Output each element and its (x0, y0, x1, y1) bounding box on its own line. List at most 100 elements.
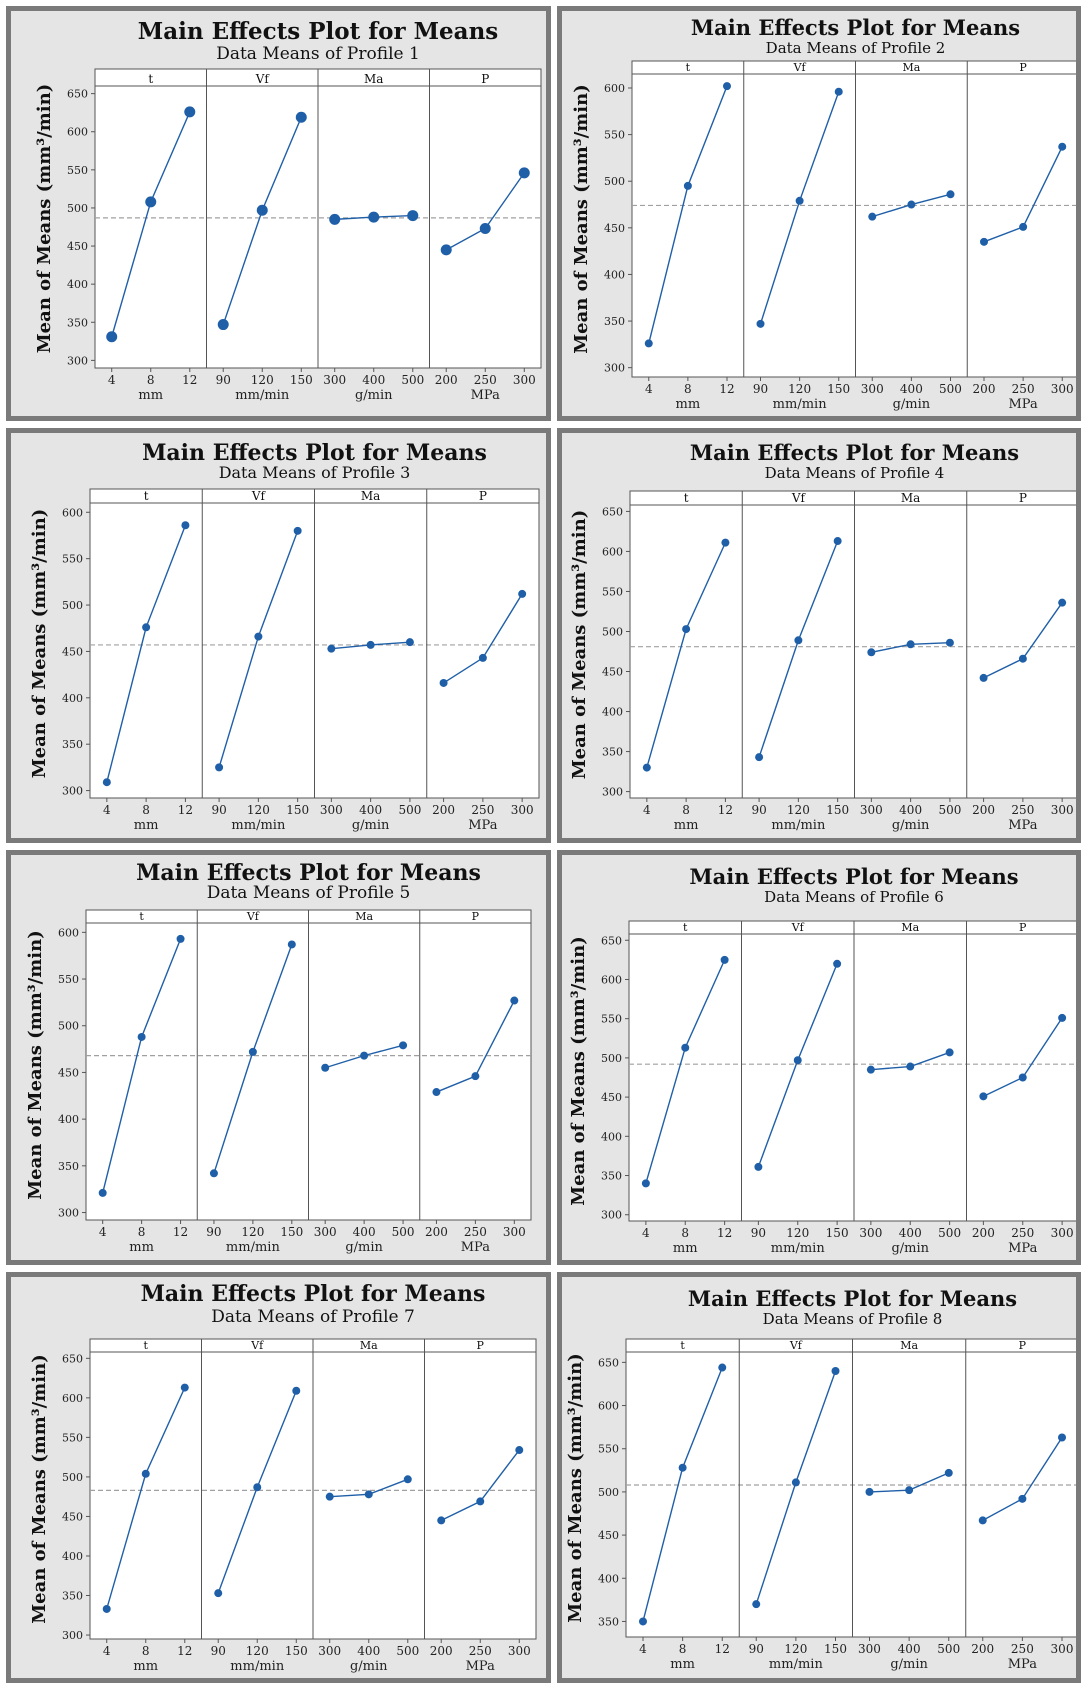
x-unit-label: mm (138, 388, 163, 403)
y-tick-label: 600 (58, 926, 79, 939)
x-tick-label: 4 (642, 1226, 650, 1240)
chart-panel-8: Main Effects Plot for Means Data Means of… (557, 1272, 1081, 1683)
y-tick-label: 450 (62, 645, 83, 658)
x-tick-label: 300 (859, 1226, 882, 1240)
y-axis-label: Mean of Means (mm³/min) (25, 930, 46, 1200)
data-point (794, 636, 803, 645)
x-tick-label: 90 (751, 1226, 766, 1240)
y-tick-label: 350 (601, 1170, 622, 1183)
chart-title: Main Effects Plot for Means (141, 1281, 486, 1307)
x-tick-label: 300 (1051, 382, 1074, 396)
x-unit-label: g/min (352, 818, 390, 833)
factor-strip-label: P (1019, 491, 1027, 505)
data-point (515, 1446, 524, 1455)
data-point (1058, 598, 1067, 607)
data-point (833, 959, 842, 968)
data-point (641, 1179, 650, 1188)
x-tick-label: 8 (681, 1226, 689, 1240)
data-point (215, 763, 224, 772)
data-point (1019, 222, 1028, 231)
x-unit-label: MPa (468, 818, 497, 833)
factor-strip-label: P (479, 489, 487, 503)
data-point (325, 1492, 334, 1501)
x-unit-label: MPa (471, 388, 500, 403)
y-tick-label: 300 (62, 785, 83, 798)
y-tick-label: 550 (67, 164, 88, 177)
x-tick-label: 200 (435, 373, 458, 387)
y-axis-label: Mean of Means (mm³/min) (568, 936, 589, 1206)
factor-strip-label: Ma (361, 489, 380, 503)
data-point (906, 640, 915, 649)
data-point (292, 1386, 301, 1395)
y-tick-label: 350 (598, 1615, 619, 1628)
x-unit-label: mm/min (231, 818, 286, 833)
x-tick-label: 12 (715, 1642, 730, 1656)
data-point (979, 1092, 988, 1101)
data-point (791, 1478, 800, 1487)
y-axis-label: Mean of Means (mm³/min) (571, 84, 592, 354)
x-tick-label: 500 (938, 1226, 961, 1240)
x-unit-label: mm/min (773, 397, 828, 412)
data-point (403, 1475, 412, 1484)
x-tick-label: 500 (939, 382, 962, 396)
x-tick-label: 12 (719, 382, 734, 396)
y-tick-label: 550 (601, 1013, 622, 1026)
y-tick-label: 300 (67, 354, 88, 367)
data-point (756, 319, 765, 328)
data-point (1058, 1013, 1067, 1022)
x-tick-label: 250 (1012, 382, 1035, 396)
x-tick-label: 8 (138, 1225, 146, 1239)
x-unit-label: mm/min (230, 1659, 285, 1674)
chart-subtitle: Data Means of Profile 6 (764, 888, 944, 906)
chart-subtitle: Data Means of Profile 2 (766, 39, 946, 57)
y-tick-label: 450 (58, 1066, 79, 1079)
x-tick-label: 8 (684, 382, 692, 396)
plot-area (625, 1338, 1076, 1638)
data-point (217, 319, 229, 331)
data-point (327, 644, 336, 653)
x-tick-label: 500 (396, 1644, 419, 1658)
data-point (248, 1047, 257, 1056)
x-tick-label: 400 (353, 1225, 376, 1239)
y-tick-label: 650 (598, 1356, 619, 1369)
chart-title: Main Effects Plot for Means (142, 440, 487, 466)
data-point (980, 237, 989, 246)
y-tick-label: 450 (601, 1091, 622, 1104)
x-unit-label: g/min (890, 1657, 928, 1672)
data-point (755, 753, 764, 762)
x-unit-label: mm/min (235, 388, 290, 403)
y-tick-label: 300 (58, 1207, 79, 1220)
x-tick-label: 150 (285, 1644, 308, 1658)
x-tick-label: 12 (173, 1225, 188, 1239)
y-tick-label: 600 (62, 506, 83, 519)
x-tick-label: 250 (1011, 803, 1034, 817)
y-tick-label: 600 (598, 1400, 619, 1413)
x-unit-label: MPa (1009, 397, 1038, 412)
factor-strip-label: Vf (255, 72, 271, 86)
data-point (678, 1463, 687, 1472)
x-unit-label: g/min (350, 1659, 388, 1674)
data-point (831, 1367, 840, 1375)
factor-strip-label: P (477, 1339, 485, 1352)
x-tick-label: 120 (787, 803, 810, 817)
data-point (145, 196, 157, 208)
y-tick-label: 650 (601, 934, 622, 947)
x-unit-label: MPa (461, 1240, 490, 1255)
y-tick-label: 600 (67, 126, 88, 139)
x-tick-label: 300 (858, 1642, 881, 1656)
x-tick-label: 300 (503, 1225, 526, 1239)
chart-panel-7: Main Effects Plot for Means Data Means of… (6, 1272, 551, 1683)
data-point (752, 1600, 761, 1609)
x-tick-label: 4 (103, 1644, 111, 1658)
data-point (366, 640, 375, 649)
x-tick-label: 120 (786, 1226, 809, 1240)
x-unit-label: mm (674, 818, 699, 833)
data-point (440, 244, 452, 256)
data-point (176, 934, 185, 943)
factor-strip-label: Ma (900, 1339, 918, 1352)
x-tick-label: 300 (861, 382, 884, 396)
data-point (834, 87, 843, 96)
x-unit-label: mm (129, 1240, 154, 1255)
